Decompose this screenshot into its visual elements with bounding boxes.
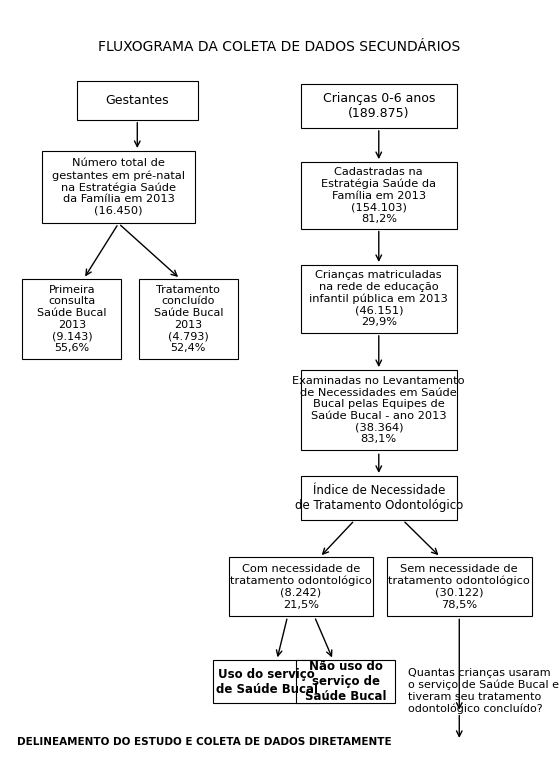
Text: Não uso do
serviço de
Saúde Bucal: Não uso do serviço de Saúde Bucal — [305, 660, 386, 703]
Text: Índice de Necessidade
de Tratamento Odontológico: Índice de Necessidade de Tratamento Odon… — [295, 484, 463, 512]
FancyBboxPatch shape — [301, 476, 457, 520]
Text: Crianças matriculadas
na rede de educação
infantil pública em 2013
(46.151)
29,9: Crianças matriculadas na rede de educaçã… — [309, 271, 448, 328]
Text: Quantas crianças usaram
o serviço de Saúde Bucal e
tiveram seu tratamento
odonto: Quantas crianças usaram o serviço de Saú… — [408, 668, 559, 714]
Text: FLUXOGRAMA DA COLETA DE DADOS SECUNDÁRIOS: FLUXOGRAMA DA COLETA DE DADOS SECUNDÁRIO… — [98, 40, 461, 54]
FancyBboxPatch shape — [22, 279, 121, 359]
Text: Número total de
gestantes em pré-natal
na Estratégia Saúde
da Família em 2013
(1: Número total de gestantes em pré-natal n… — [52, 158, 185, 216]
Text: DELINEAMENTO DO ESTUDO E COLETA DE DADOS DIRETAMENTE: DELINEAMENTO DO ESTUDO E COLETA DE DADOS… — [17, 737, 391, 746]
Text: Tratamento
concluído
Saúde Bucal
2013
(4.793)
52,4%: Tratamento concluído Saúde Bucal 2013 (4… — [154, 285, 223, 353]
FancyBboxPatch shape — [42, 151, 195, 224]
Text: Cadastradas na
Estratégia Saúde da
Família em 2013
(154.103)
81,2%: Cadastradas na Estratégia Saúde da Famíl… — [321, 167, 436, 224]
FancyBboxPatch shape — [139, 279, 238, 359]
FancyBboxPatch shape — [301, 83, 457, 128]
FancyBboxPatch shape — [301, 162, 457, 228]
Text: Primeira
consulta
Saúde Bucal
2013
(9.143)
55,6%: Primeira consulta Saúde Bucal 2013 (9.14… — [37, 285, 107, 353]
FancyBboxPatch shape — [213, 660, 320, 703]
FancyBboxPatch shape — [301, 370, 457, 450]
Text: Crianças 0-6 anos
(189.875): Crianças 0-6 anos (189.875) — [323, 92, 435, 120]
FancyBboxPatch shape — [387, 557, 532, 617]
FancyBboxPatch shape — [301, 265, 457, 333]
Text: Gestantes: Gestantes — [106, 94, 169, 107]
Text: Sem necessidade de
tratamento odontológico
(30.122)
78,5%: Sem necessidade de tratamento odontológi… — [389, 564, 530, 610]
Text: Examinadas no Levantamento
de Necessidades em Saúde
Bucal pelas Equipes de
Saúde: Examinadas no Levantamento de Necessidad… — [292, 376, 465, 444]
Text: Uso do serviço
de Saúde Bucal: Uso do serviço de Saúde Bucal — [216, 668, 318, 695]
Text: Com necessidade de
tratamento odontológico
(8.242)
21,5%: Com necessidade de tratamento odontológi… — [230, 564, 372, 610]
FancyBboxPatch shape — [77, 81, 198, 120]
FancyBboxPatch shape — [229, 557, 373, 617]
FancyBboxPatch shape — [296, 660, 395, 703]
